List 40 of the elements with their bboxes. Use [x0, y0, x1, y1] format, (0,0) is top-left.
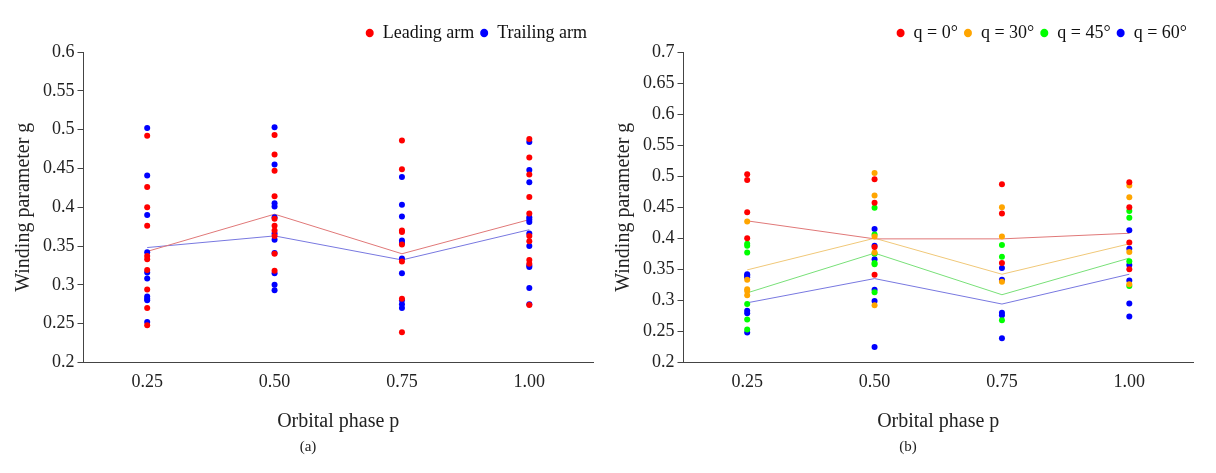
y-axis-title: Winding parameter g [11, 122, 35, 292]
y-axis-title: Winding parameter g [611, 122, 635, 292]
x-tick-label: 0.75 [986, 370, 1018, 391]
y-tick-label: 0.2 [652, 351, 675, 372]
x-tick-label: 0.25 [731, 370, 763, 391]
x-tick-label: 0.50 [258, 370, 291, 391]
y-tick-label: 0.65 [643, 71, 675, 92]
y-tick-label: 0.3 [52, 273, 75, 294]
legend-label: q = 0° [913, 21, 958, 42]
legend-label: q = 60° [1133, 21, 1188, 42]
y-tick-label: 0.4 [52, 195, 75, 216]
y-tick-label: 0.7 [652, 40, 675, 61]
x-tick-label: 1.00 [513, 370, 546, 391]
y-tick-label: 0.4 [652, 226, 675, 247]
y-tick-label: 0.25 [643, 320, 675, 341]
x-axis-title: Orbital phase p [877, 409, 1000, 433]
legend-label: q = 30° [980, 21, 1035, 42]
y-tick-label: 0.45 [43, 157, 75, 178]
x-tick-label: 0.25 [131, 370, 163, 391]
text: (b) [898, 438, 918, 455]
y-tick-label: 0.6 [52, 40, 75, 61]
y-tick-label: 0.5 [652, 164, 675, 185]
y-tick-label: 0.55 [643, 133, 675, 154]
y-tick-label: 0.35 [43, 234, 75, 255]
y-tick-label: 0.45 [643, 195, 675, 216]
legend-label: q = 45° [1057, 21, 1111, 42]
legend-label: Leading arm [382, 21, 475, 42]
x-tick-label: 1.00 [1113, 370, 1146, 391]
x-axis-title: Orbital phase p [277, 409, 400, 433]
y-tick-label: 0.55 [43, 79, 75, 100]
y-tick-label: 0.25 [43, 312, 75, 333]
text: (a) [298, 438, 318, 455]
x-tick-label: 0.50 [858, 370, 891, 391]
y-tick-label: 0.6 [652, 102, 675, 123]
y-tick-label: 0.5 [52, 118, 75, 139]
y-tick-label: 0.3 [652, 289, 675, 310]
y-tick-label: 0.2 [52, 351, 75, 372]
x-tick-label: 0.75 [386, 370, 418, 391]
legend-label: Trailing arm [497, 21, 588, 42]
y-tick-label: 0.35 [643, 258, 675, 279]
